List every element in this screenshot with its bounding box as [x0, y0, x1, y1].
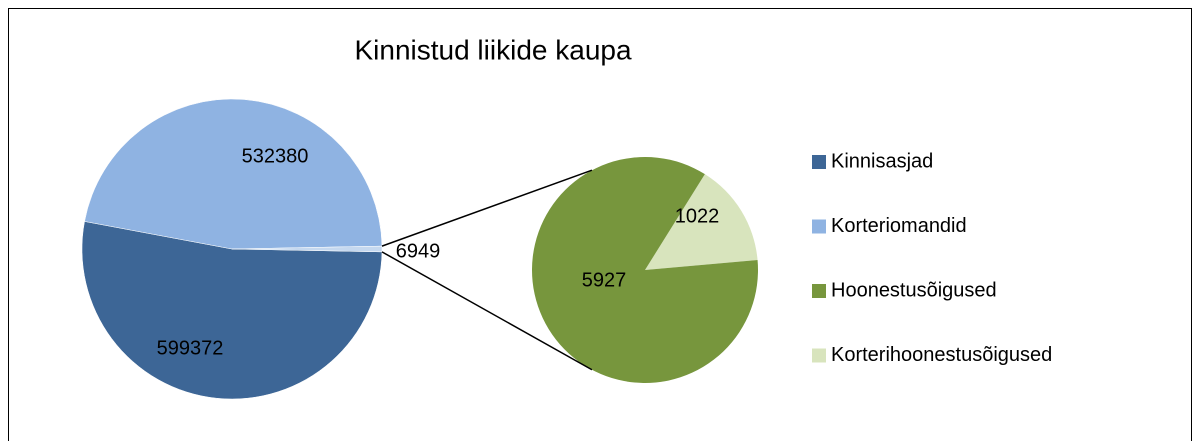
- data-label: 1022: [675, 205, 720, 227]
- connector-line: [381, 169, 593, 247]
- data-label: 532380: [242, 145, 309, 167]
- legend-swatch: [812, 348, 826, 363]
- legend-label: Korteriomandid: [831, 215, 967, 237]
- data-label: 5927: [582, 269, 627, 291]
- legend-swatch: [812, 155, 826, 169]
- legend-label: Kinnisasjad: [831, 150, 933, 172]
- pie-slice: [231, 245, 383, 253]
- legend-label: Hoonestusõigused: [831, 279, 997, 301]
- pie-slice: [84, 98, 383, 250]
- legend-swatch: [812, 284, 826, 298]
- data-label: 599372: [157, 337, 224, 359]
- legend-label: Korterihoonestusõigused: [831, 344, 1052, 366]
- pie-slice: [532, 157, 758, 384]
- pie-slice: [81, 221, 383, 400]
- legend-swatch: [812, 219, 826, 234]
- connector-line: [381, 251, 593, 371]
- chart-title: Kinnistud liikide kaupa: [354, 34, 631, 65]
- pie-slice: [645, 174, 758, 270]
- data-label: 6949: [396, 240, 441, 262]
